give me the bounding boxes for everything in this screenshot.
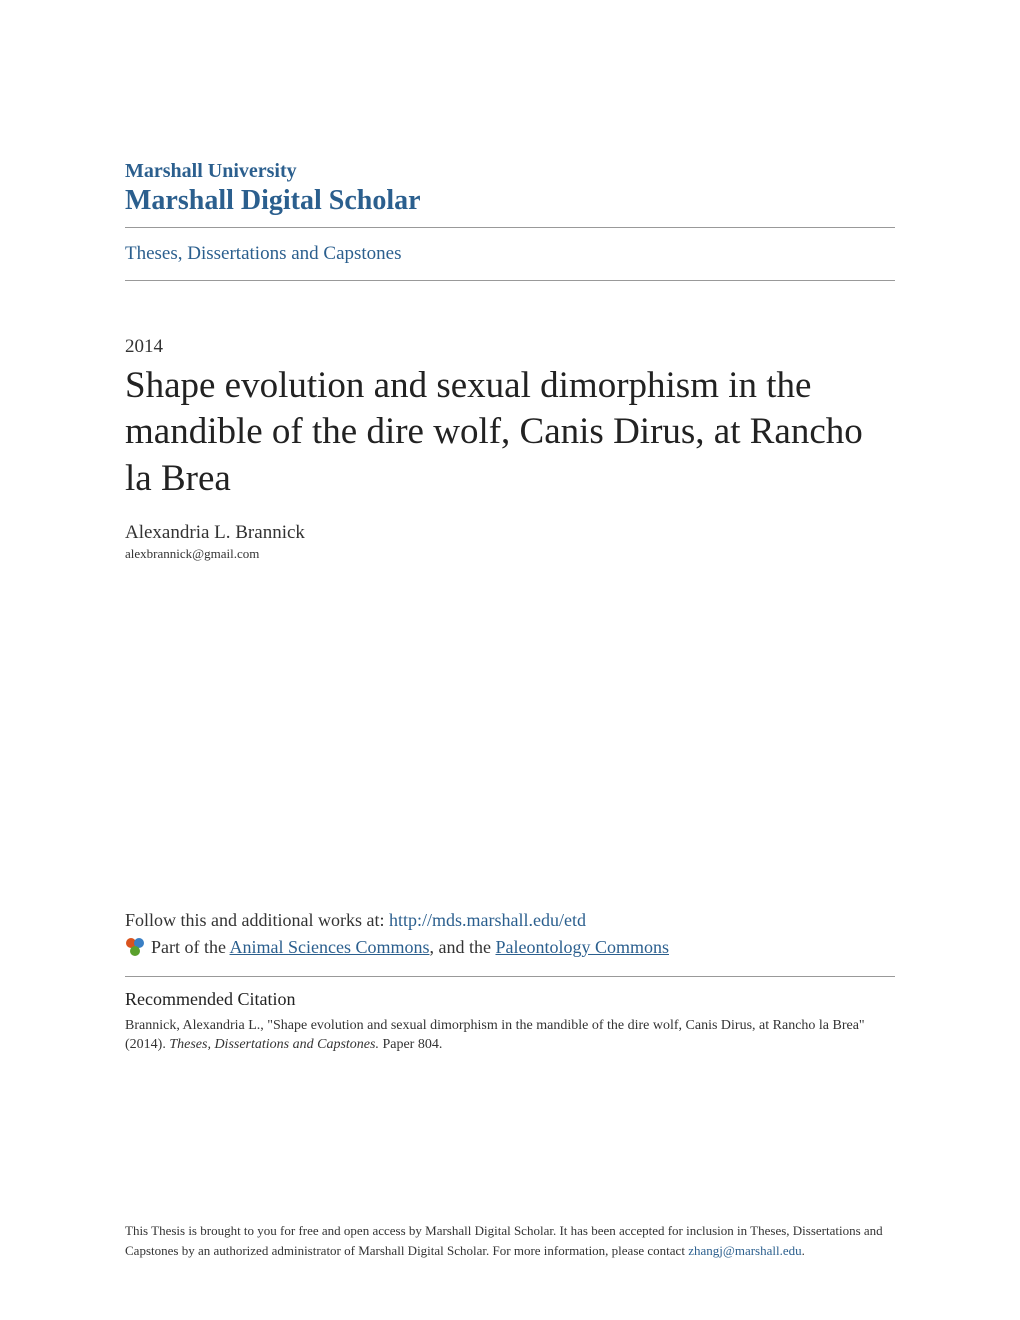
paper-title: Shape evolution and sexual dimorphism in…	[125, 363, 895, 502]
repository-name[interactable]: Marshall Digital Scholar	[125, 185, 895, 217]
divider-2	[125, 280, 895, 281]
citation-text: Brannick, Alexandria L., "Shape evolutio…	[125, 1016, 895, 1055]
partof-separator: , and the	[429, 937, 495, 957]
institution-name[interactable]: Marshall University	[125, 160, 895, 183]
citation-italic: Theses, Dissertations and Capstones.	[169, 1037, 379, 1052]
divider-3	[125, 976, 895, 977]
partof-text: Part of the Animal Sciences Commons, and…	[151, 937, 669, 958]
citation-part2: Paper 804.	[379, 1037, 442, 1052]
commons-link-1[interactable]: Animal Sciences Commons	[230, 937, 430, 957]
divider-1	[125, 227, 895, 228]
partof-prefix: Part of the	[151, 937, 230, 957]
follow-section: Follow this and additional works at: htt…	[125, 910, 895, 1055]
network-icon[interactable]	[125, 937, 145, 957]
collection-link[interactable]: Theses, Dissertations and Capstones	[125, 243, 895, 265]
footer-part2: .	[802, 1243, 805, 1258]
commons-link-2[interactable]: Paleontology Commons	[495, 937, 669, 957]
footer-text: This Thesis is brought to you for free a…	[125, 1221, 895, 1260]
follow-url-link[interactable]: http://mds.marshall.edu/etd	[389, 910, 586, 930]
citation-heading: Recommended Citation	[125, 989, 895, 1010]
follow-prefix: Follow this and additional works at:	[125, 910, 389, 930]
author-email: alexbrannick@gmail.com	[125, 546, 895, 562]
footer-contact-link[interactable]: zhangj@marshall.edu	[688, 1243, 801, 1258]
publication-year: 2014	[125, 336, 895, 358]
author-name: Alexandria L. Brannick	[125, 522, 895, 544]
follow-line: Follow this and additional works at: htt…	[125, 910, 895, 931]
partof-line: Part of the Animal Sciences Commons, and…	[125, 937, 895, 958]
